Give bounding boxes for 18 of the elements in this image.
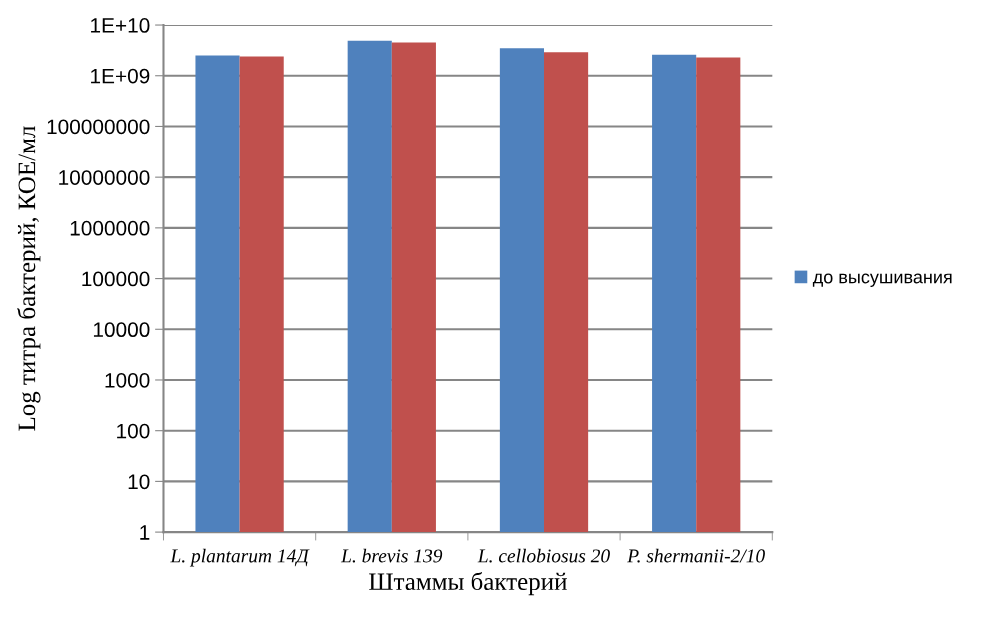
x-tick-label: L. brevis 139 <box>340 548 443 563</box>
y-tick-label: 1 <box>140 525 150 540</box>
y-tick-label: 100 <box>117 423 150 439</box>
y-tick-label: 100000000 <box>47 119 150 135</box>
x-tick-label: L. plantarum 14Д <box>170 548 310 567</box>
y-tick-label: 10000000 <box>59 170 150 185</box>
y-tick-label: 100000 <box>82 271 150 287</box>
x-tick-label: L. cellobiosus 20 <box>477 548 610 563</box>
y-tick-label: 1E+10 <box>91 18 150 33</box>
y-tick-label: 1000 <box>105 372 150 388</box>
legend-label: до высушивания <box>812 273 952 287</box>
x-tick-label: P. shermanii-2/10 <box>627 548 765 563</box>
y-axis-title: Log титра бактерий, КОЕ/мл <box>17 126 41 431</box>
y-tick-label: 10000 <box>93 322 150 338</box>
y-tick-label: 1E+09 <box>91 68 150 84</box>
y-tick-label: 10 <box>128 474 150 490</box>
x-axis-title: Штаммы бактерий <box>369 571 567 596</box>
y-tick-label: 1000000 <box>70 220 150 236</box>
